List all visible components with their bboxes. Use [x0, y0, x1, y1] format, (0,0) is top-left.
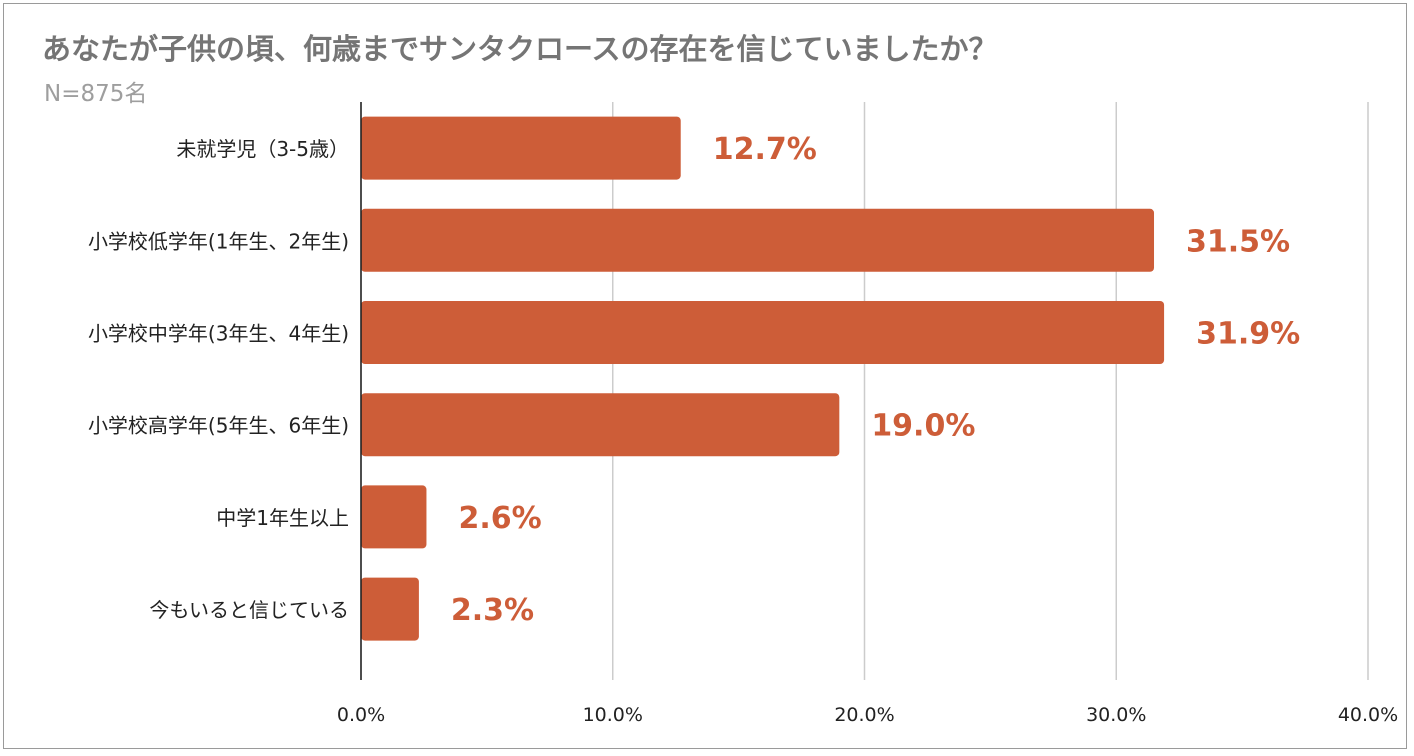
data-label: 2.6% [458, 501, 541, 536]
category-label: 小学校高学年(5年生、6年生) [88, 414, 349, 438]
chart-title: あなたが子供の頃、何歳までサンタクロースの存在を信じていましたか？ [42, 32, 998, 66]
chart-subtitle: N=875名 [44, 81, 148, 107]
chart-frame [3, 3, 1407, 749]
x-tick-label: 30.0% [1086, 704, 1146, 726]
data-label: 2.3% [451, 593, 534, 628]
bar [361, 393, 840, 457]
x-tick-label: 40.0% [1338, 704, 1398, 726]
bar [361, 116, 681, 180]
data-label: 12.7% [713, 132, 817, 167]
labels: 0.0% 10.0% 20.0% 30.0% 40.0% 未就学児（3-5歳） 12.7% 小… [88, 132, 1398, 726]
category-label: 今もいると信じている [149, 598, 349, 622]
bar [361, 577, 419, 641]
category-label: 未就学児（3-5歳） [176, 137, 349, 161]
bars [361, 116, 1165, 641]
bar [361, 485, 427, 549]
x-tick-label: 0.0% [337, 704, 385, 726]
bar [361, 208, 1155, 272]
grid-lines [612, 102, 1369, 680]
x-tick-label: 10.0% [583, 704, 643, 726]
data-label: 31.9% [1196, 317, 1300, 352]
x-tick-label: 20.0% [834, 704, 894, 726]
data-label: 19.0% [871, 409, 975, 444]
category-label: 小学校中学年(3年生、4年生) [88, 322, 349, 346]
category-label: 小学校低学年(1年生、2年生) [88, 229, 349, 253]
bar [361, 301, 1165, 364]
data-label: 31.5% [1186, 224, 1290, 259]
category-label: 中学1年生以上 [216, 506, 349, 530]
